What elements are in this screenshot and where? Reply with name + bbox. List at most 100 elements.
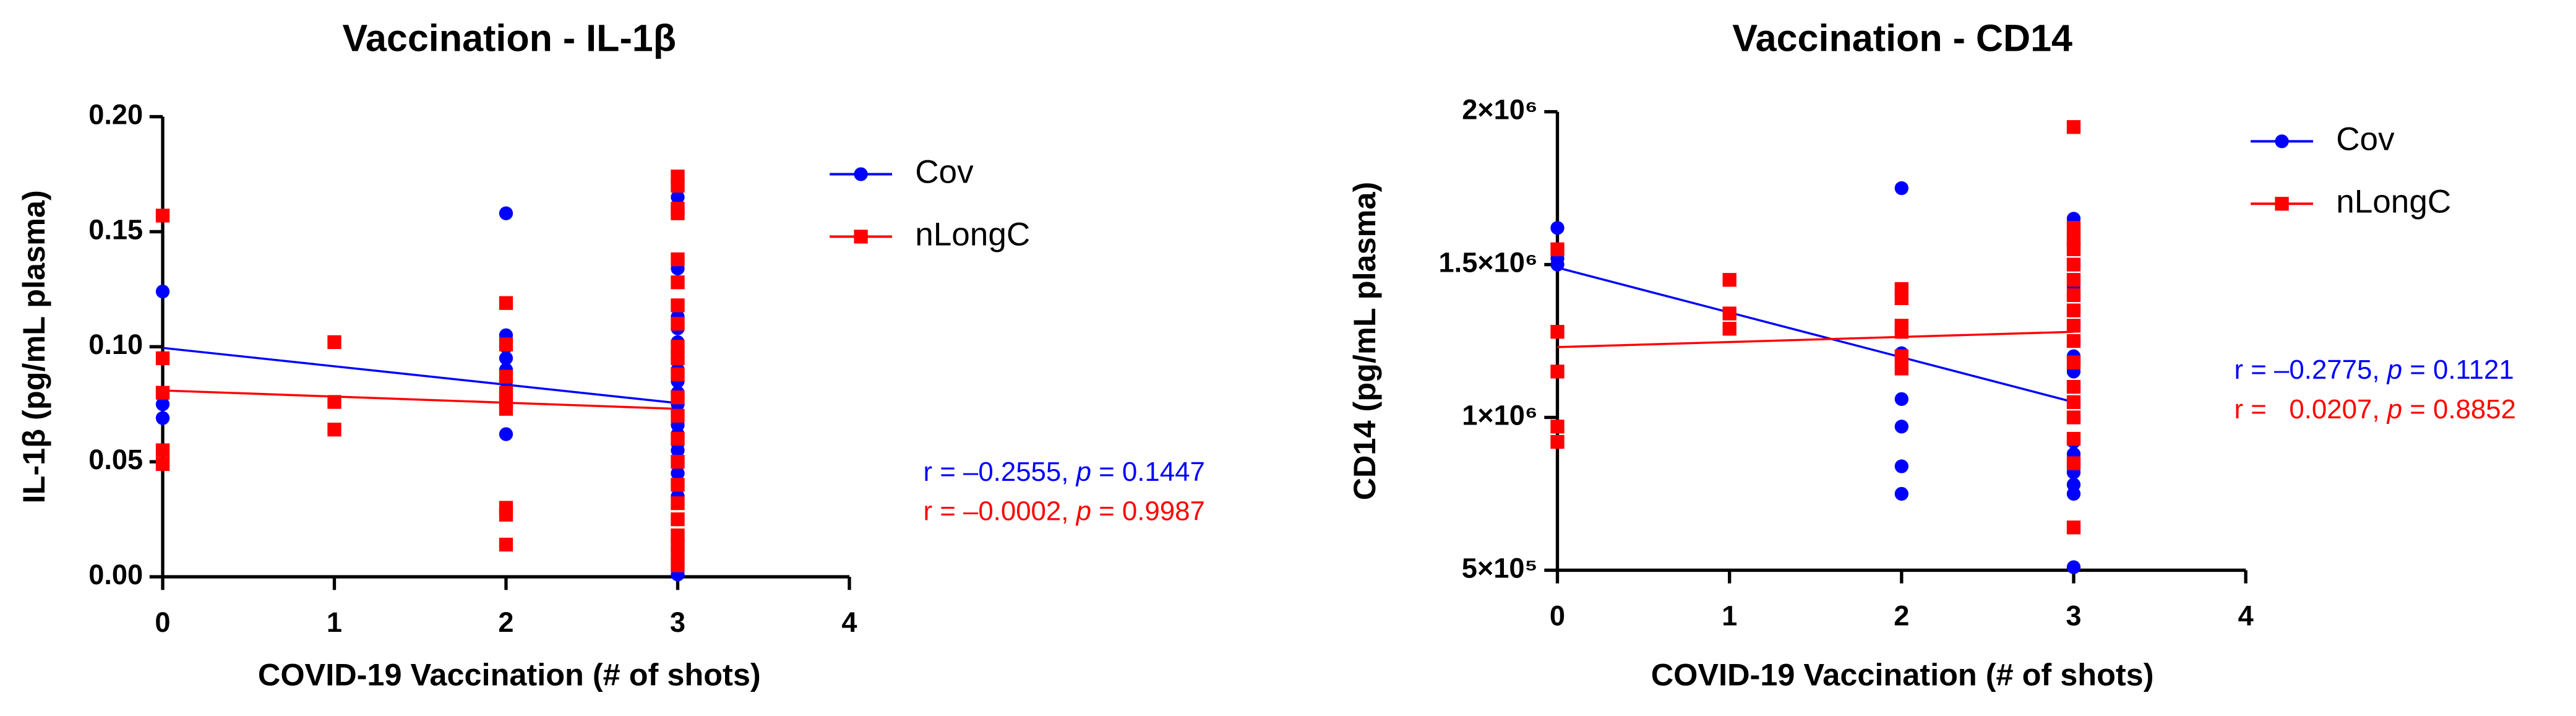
marker	[155, 397, 170, 412]
marker	[1894, 325, 1908, 339]
marker	[2066, 221, 2081, 235]
marker	[1550, 257, 1565, 272]
marker	[2066, 520, 2081, 535]
y-tick-label: 5×10⁵	[1462, 552, 1538, 584]
marker	[671, 252, 685, 267]
y-tick-label: 0.00	[88, 559, 143, 590]
y-tick-label: 1.5×10⁶	[1439, 246, 1538, 278]
marker	[1722, 273, 1737, 287]
marker	[2066, 486, 2081, 501]
marker	[671, 408, 685, 423]
marker	[2066, 303, 2081, 317]
marker	[671, 512, 685, 527]
x-axis-label: COVID-19 Vaccination (# of shots)	[258, 657, 761, 692]
marker	[671, 496, 685, 511]
annotation-part: p	[2386, 394, 2402, 424]
annotation-part: = 0.9987	[1091, 496, 1205, 526]
marker	[2066, 379, 2081, 394]
marker	[2066, 288, 2081, 303]
x-tick-label: 4	[2238, 600, 2254, 631]
legend-marker	[2275, 197, 2289, 211]
y-tick-label: 0.20	[88, 98, 143, 130]
x-tick-label: 1	[1722, 600, 1737, 631]
marker	[1894, 181, 1908, 196]
marker	[499, 537, 513, 552]
marker	[155, 209, 170, 223]
x-tick-label: 3	[670, 606, 685, 638]
marker	[671, 443, 685, 457]
x-tick-label: 4	[841, 606, 857, 638]
marker	[671, 298, 685, 313]
marker	[671, 316, 685, 331]
legend-label: Cov	[915, 154, 974, 191]
annotation-part: = 0.8852	[2402, 394, 2516, 424]
trend-line	[1557, 266, 2074, 403]
marker	[2066, 334, 2081, 348]
marker	[2066, 120, 2081, 134]
y-axis-label: CD14 (pg/mL plasma)	[1347, 182, 1382, 501]
marker	[2066, 257, 2081, 272]
x-tick-label: 0	[155, 606, 170, 638]
y-tick-label: 0.05	[88, 444, 143, 475]
marker	[155, 443, 170, 457]
marker	[499, 402, 513, 416]
trend-line	[1557, 330, 2074, 348]
marker	[1894, 459, 1908, 473]
marker	[1550, 420, 1565, 434]
marker	[1722, 306, 1737, 321]
x-tick-label: 2	[498, 606, 513, 638]
marker	[2066, 273, 2081, 287]
y-tick-label: 1×10⁶	[1462, 399, 1537, 431]
marker	[1550, 434, 1565, 449]
panel: Vaccination - CD14 COVID-19 Vaccination (…	[1347, 17, 2516, 692]
marker	[1550, 364, 1565, 379]
marker	[671, 431, 685, 446]
marker	[671, 190, 685, 204]
marker	[671, 367, 685, 382]
marker	[671, 478, 685, 492]
marker	[671, 455, 685, 469]
y-tick-label: 2×10⁶	[1462, 93, 1537, 125]
y-tick-label: 0.15	[88, 214, 143, 245]
marker	[1894, 349, 1908, 363]
marker	[1894, 361, 1908, 376]
y-axis-label: IL-1β (pg/mL plasma)	[16, 190, 51, 503]
annotation: r = –0.0002, p = 0.9987	[923, 496, 1204, 526]
annotation-part: = 0.1121	[2402, 355, 2514, 385]
annotation-part: r = 0.0207,	[2235, 394, 2387, 424]
marker	[155, 411, 170, 425]
marker	[2066, 431, 2081, 446]
marker	[155, 284, 170, 299]
marker	[1550, 221, 1565, 235]
marker	[499, 206, 513, 220]
annotation-part: r = –0.2775,	[2235, 355, 2387, 385]
marker	[671, 340, 685, 354]
marker	[499, 507, 513, 522]
chart-title: Vaccination - IL-1β	[343, 17, 676, 59]
marker	[2066, 560, 2081, 574]
x-tick-label: 3	[2066, 600, 2081, 631]
x-tick-label: 1	[327, 606, 342, 638]
marker	[671, 178, 685, 193]
marker	[1894, 420, 1908, 434]
marker	[499, 351, 513, 366]
chart-title: Vaccination - CD14	[1732, 17, 2072, 59]
y-tick-label: 0.10	[88, 329, 143, 360]
marker	[671, 275, 685, 290]
marker	[671, 390, 685, 405]
trend-line	[162, 347, 678, 405]
marker	[1722, 322, 1737, 336]
marker	[499, 427, 513, 441]
marker	[155, 351, 170, 366]
panel: Vaccination - IL-1β COVID-19 Vaccination …	[16, 17, 1205, 692]
marker	[671, 351, 685, 366]
marker	[327, 422, 341, 437]
marker	[1894, 392, 1908, 407]
annotation-part: p	[2386, 355, 2402, 385]
legend-label: nLongC	[915, 216, 1030, 252]
legend-label: nLongC	[2336, 183, 2451, 220]
marker	[671, 558, 685, 572]
marker	[2066, 319, 2081, 333]
